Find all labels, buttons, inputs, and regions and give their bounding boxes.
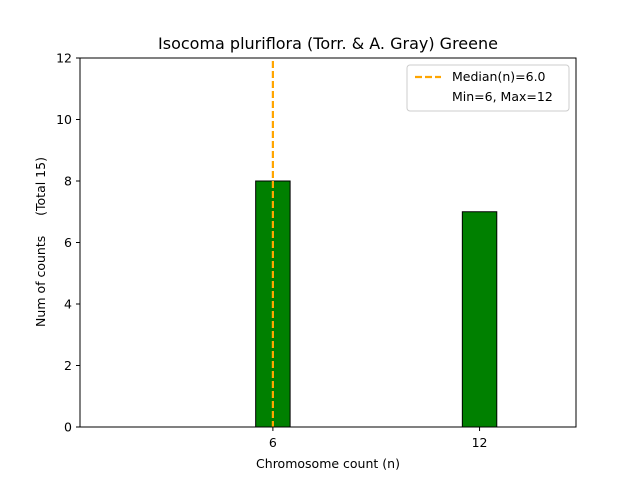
- y-tick-label: 6: [64, 235, 72, 250]
- legend: Median(n)=6.0 Min=6, Max=12: [406, 64, 570, 112]
- y-tick-label: 4: [64, 297, 72, 312]
- x-axis-ticks: 6 12: [269, 427, 488, 450]
- legend-median-label: Median(n)=6.0: [452, 69, 546, 84]
- x-tick-label: 6: [269, 435, 277, 450]
- legend-box: [406, 64, 570, 112]
- chart-title: Isocoma pluriflora (Torr. & A. Gray) Gre…: [158, 34, 498, 53]
- y-tick-label: 2: [64, 358, 72, 373]
- y-tick-label: 0: [64, 420, 72, 435]
- y-axis-label: Num of counts (Total 15): [33, 157, 48, 327]
- bars-group: [255, 180, 498, 428]
- x-axis-label: Chromosome count (n): [256, 456, 400, 471]
- bar-12: [461, 211, 498, 428]
- y-tick-label: 8: [64, 174, 72, 189]
- y-axis-ticks: 0 2 4 6 8 10 12: [56, 51, 80, 435]
- legend-min-max-label: Min=6, Max=12: [452, 89, 553, 104]
- y-tick-label: 10: [56, 112, 72, 127]
- y-tick-label: 12: [56, 51, 72, 66]
- plot-frame: [79, 57, 577, 428]
- x-tick-label: 12: [472, 435, 488, 450]
